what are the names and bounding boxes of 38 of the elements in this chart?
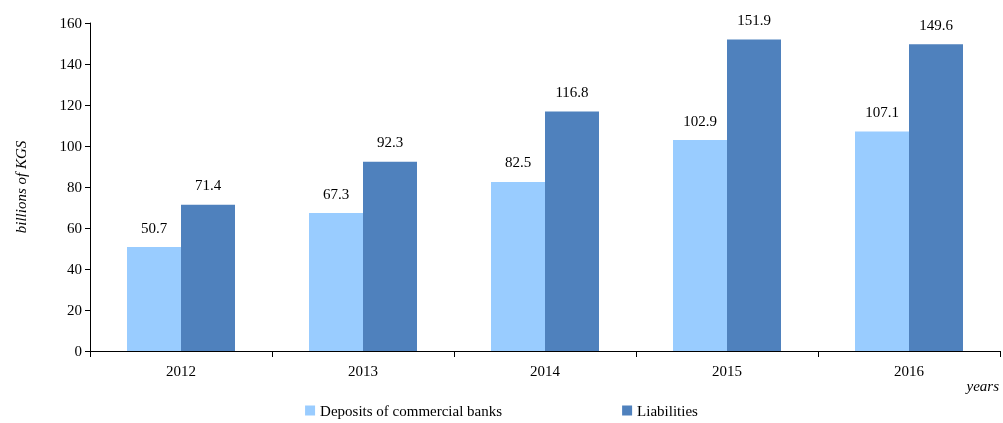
bar xyxy=(673,140,727,351)
y-tick-label: 120 xyxy=(59,97,82,113)
data-label: 107.1 xyxy=(865,103,899,120)
data-label: 67.3 xyxy=(322,185,350,202)
x-tick-label: 2016 xyxy=(894,362,925,379)
y-tick-label: 60 xyxy=(67,220,82,236)
x-tick-label: 2014 xyxy=(530,362,561,379)
data-label: 102.9 xyxy=(683,112,717,129)
data-label: 82.5 xyxy=(504,154,532,171)
bar xyxy=(491,181,545,351)
x-tick-label: 2013 xyxy=(348,362,378,379)
data-label: 149.6 xyxy=(919,16,954,33)
y-tick-label: 160 xyxy=(59,15,82,31)
y-axis-title: billions of KGS xyxy=(12,140,29,234)
data-label: 151.9 xyxy=(737,12,771,29)
y-tick-label: 40 xyxy=(67,261,82,277)
data-label: 71.4 xyxy=(194,177,222,194)
bar xyxy=(855,131,909,351)
data-label: 116.8 xyxy=(555,84,589,101)
y-tick-label: 100 xyxy=(59,138,82,154)
x-axis-title: years xyxy=(964,377,1000,394)
bar xyxy=(909,44,963,351)
y-tick-label: 20 xyxy=(67,302,82,318)
bar xyxy=(309,213,363,351)
data-label: 50.7 xyxy=(140,219,168,236)
bar xyxy=(363,161,417,351)
y-tick-label: 0 xyxy=(74,343,82,359)
bar xyxy=(545,111,599,351)
x-tick-label: 2012 xyxy=(166,362,196,379)
bar xyxy=(181,204,235,351)
legend-label: Liabilities xyxy=(637,402,699,419)
bar xyxy=(127,247,181,351)
y-tick-label: 80 xyxy=(67,179,82,195)
x-tick-label: 2015 xyxy=(712,362,742,379)
data-label: 92.3 xyxy=(376,134,404,151)
y-tick-label: 140 xyxy=(59,56,82,72)
legend-label: Deposits of commercial banks xyxy=(320,402,503,419)
bar xyxy=(727,39,781,351)
